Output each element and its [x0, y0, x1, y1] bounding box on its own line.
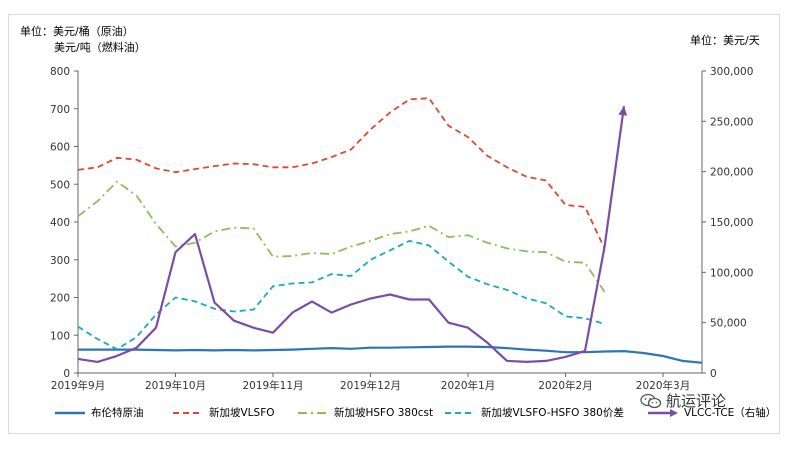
legend-swatch: [445, 411, 475, 414]
x-tick-label: 2019年10月: [145, 379, 206, 392]
y-right-tick-label: 250,000: [710, 116, 753, 128]
legend-item-0: 布伦特原油: [55, 405, 144, 420]
legend-swatch: [648, 408, 678, 417]
y-right-tick-label: 100,000: [710, 267, 753, 279]
y-left-tick-label: 100: [50, 330, 70, 342]
legend-item-2: 新加坡HSFO 380cst: [298, 405, 433, 420]
y-right-tick-label: 50,000: [710, 318, 747, 330]
chart-axes: 0 100 200 300 400 500 600 700 800 0 50,000 100,000 1…: [50, 66, 753, 392]
legend-item-3: 新加坡VLSFO-HSFO 380价差: [445, 405, 624, 420]
legend-swatch: [55, 411, 85, 414]
chart-frame: [8, 14, 780, 434]
y-left-tick-label: 400: [50, 217, 70, 229]
y-right-tick-label: 150,000: [710, 217, 753, 229]
legend-label: VLCC-TCE（右轴）: [684, 407, 777, 419]
y-left-tick-label: 200: [50, 293, 70, 305]
series-arrow-head: [618, 106, 628, 116]
legend-swatch: [298, 411, 328, 414]
legend-label: 新加坡VLSFO: [209, 407, 275, 419]
x-tick-label: 2020年1月: [441, 379, 495, 392]
legend-item-4: VLCC-TCE（右轴）: [648, 405, 776, 420]
left-unit-label-line2: 美元/吨（燃料油）: [54, 41, 146, 54]
series-line-3: [77, 240, 605, 351]
wechat-icon: [640, 393, 662, 408]
legend-item-1: 新加坡VLSFO: [173, 405, 275, 420]
legend-swatch: [173, 411, 203, 414]
series-line-2: [77, 180, 606, 293]
y-right-tick-label: 0: [710, 368, 717, 380]
y-left-tick-label: 600: [50, 142, 70, 154]
series-line-4: [77, 106, 626, 363]
y-left-tick-label: 0: [63, 368, 70, 380]
y-right-tick-label: 300,000: [710, 66, 753, 78]
left-unit-label-line1: 单位：美元/桶（原油）: [20, 25, 134, 38]
series-line-1: [77, 97, 606, 249]
x-tick-label: 2019年9月: [51, 379, 105, 392]
y-left-tick-label: 300: [50, 255, 70, 267]
legend-label: 新加坡VLSFO-HSFO 380价差: [481, 407, 624, 419]
right-unit-label: 单位：美元/天: [690, 34, 760, 47]
legend-label: 新加坡HSFO 380cst: [334, 407, 434, 419]
y-left-tick-label: 700: [50, 104, 70, 116]
x-tick-label: 2019年11月: [242, 379, 303, 392]
y-left-tick-label: 500: [50, 179, 70, 191]
x-tick-label: 2020年3月: [636, 379, 690, 392]
chart-series: [77, 97, 703, 364]
y-right-tick-label: 200,000: [710, 167, 753, 179]
watermark-text: 航运评论: [666, 392, 727, 410]
series-line-0: [78, 345, 703, 364]
x-tick-label: 2020年2月: [538, 379, 592, 392]
x-tick-label: 2019年12月: [340, 379, 401, 392]
chart-legend: 布伦特原油 新加坡VLSFO 新加坡HSFO 380cst 新加坡VLSFO-HSFO…: [55, 405, 776, 427]
watermark: 航运评论: [640, 390, 726, 411]
y-left-tick-label: 800: [50, 66, 70, 78]
legend-label: 布伦特原油: [91, 407, 144, 419]
